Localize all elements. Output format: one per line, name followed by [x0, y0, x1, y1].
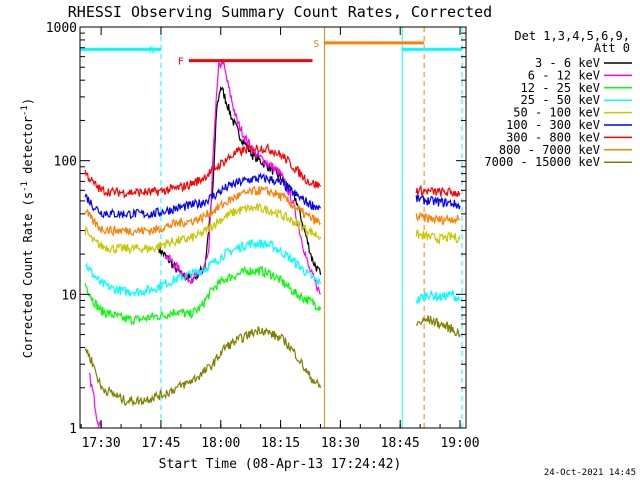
y-axis-label-sup1: -1	[20, 181, 30, 192]
axes: 17:30 17:45 18:00 18:15 18:30 18:45 19:00 1 10 10…	[46, 21, 480, 451]
plot-frame	[79, 26, 467, 429]
y-tick-label-2: 100	[54, 155, 77, 170]
y-tick-label-0: 1	[69, 422, 77, 437]
x-tick-label-4: 18:30	[321, 436, 360, 451]
legend-label-5: 100 - 300 keV	[506, 118, 600, 132]
y-tick-label-1: 10	[61, 288, 77, 303]
x-axis-label: Start Time (08-Apr-13 17:24:42)	[159, 457, 402, 472]
legend-label-0: 3 - 6 keV	[535, 56, 600, 70]
y-tick-label-3: 1000	[46, 21, 77, 36]
series-line-5-0	[84, 172, 322, 220]
legend-header-line1: Det 1,3,4,5,6,9,	[514, 29, 630, 43]
legend-label-7: 800 - 7000 keV	[499, 143, 600, 157]
legend-label-8: 7000 - 15000 keV	[484, 155, 600, 169]
legend-header-line2: Att 0	[594, 41, 630, 55]
timestamp: 24-Oct-2021 14:45	[544, 468, 636, 478]
x-tick-label-1: 17:45	[141, 436, 180, 451]
x-tick-label-5: 18:45	[381, 436, 420, 451]
legend-label-3: 25 - 50 keV	[521, 93, 600, 107]
y-axis-label-part3: )	[21, 98, 35, 105]
x-tick-label-2: 18:00	[201, 436, 240, 451]
chart-title: RHESSI Observing Summary Count Rates, Co…	[68, 3, 492, 21]
series-line-4-0	[84, 202, 322, 255]
series-line-8-0	[84, 326, 322, 407]
series-line-1-0	[88, 372, 102, 429]
series-line-5-1	[415, 193, 461, 210]
y-axis-label: Corrected Count Rate (s-1 detector-1)	[20, 98, 35, 358]
x-tick-label-6: 19:00	[440, 436, 479, 451]
series-line-3-0	[85, 239, 322, 298]
series-line-6-0	[84, 142, 322, 199]
state-bar-label-N: N	[149, 45, 155, 56]
plot-area: N F S	[80, 27, 463, 429]
series-line-1-1	[164, 59, 321, 295]
series-line-7-1	[415, 211, 461, 226]
legend-label-6: 300 - 800 keV	[506, 130, 600, 144]
series-line-7-0	[84, 185, 321, 238]
legend-label-2: 12 - 25 keV	[521, 81, 600, 95]
series-line-4-1	[415, 229, 461, 245]
y-axis-label-part2: detector	[21, 116, 35, 181]
series-line-8-1	[415, 315, 461, 338]
x-tick-label-0: 17:30	[82, 436, 121, 451]
series-line-6-1	[415, 184, 461, 198]
series-line-2-0	[84, 265, 322, 326]
x-tick-label-3: 18:15	[261, 436, 300, 451]
series-line-3-1	[415, 289, 461, 306]
y-axis-label-sup2: -1	[20, 105, 30, 116]
legend-label-4: 50 - 100 keV	[513, 106, 600, 120]
y-axis-label-part1: Corrected Count Rate (s	[21, 192, 35, 358]
state-bar-label-S: S	[313, 39, 319, 50]
state-bar-label-F: F	[178, 57, 184, 68]
legend-label-1: 6 - 12 keV	[528, 68, 600, 82]
